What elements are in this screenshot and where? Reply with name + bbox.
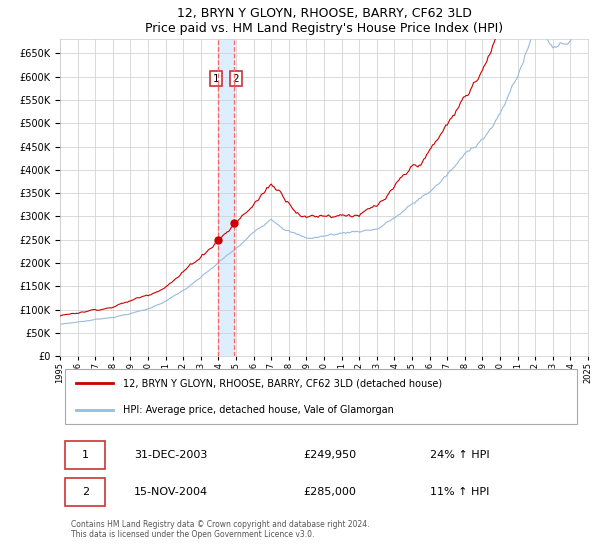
Text: 12, BRYN Y GLOYN, RHOOSE, BARRY, CF62 3LD (detached house): 12, BRYN Y GLOYN, RHOOSE, BARRY, CF62 3L… — [124, 378, 442, 388]
Title: 12, BRYN Y GLOYN, RHOOSE, BARRY, CF62 3LD
Price paid vs. HM Land Registry's Hous: 12, BRYN Y GLOYN, RHOOSE, BARRY, CF62 3L… — [145, 7, 503, 35]
Text: 2: 2 — [82, 487, 89, 497]
Text: £285,000: £285,000 — [303, 487, 356, 497]
Bar — [218, 39, 234, 357]
Text: 1: 1 — [213, 74, 220, 84]
Text: Contains HM Land Registry data © Crown copyright and database right 2024.
This d: Contains HM Land Registry data © Crown c… — [71, 520, 369, 539]
Text: 2: 2 — [233, 74, 239, 84]
Text: 31-DEC-2003: 31-DEC-2003 — [134, 450, 207, 460]
Text: 15-NOV-2004: 15-NOV-2004 — [134, 487, 208, 497]
FancyBboxPatch shape — [65, 478, 105, 506]
Text: £249,950: £249,950 — [303, 450, 356, 460]
Text: 24% ↑ HPI: 24% ↑ HPI — [430, 450, 489, 460]
FancyBboxPatch shape — [65, 441, 105, 469]
Text: HPI: Average price, detached house, Vale of Glamorgan: HPI: Average price, detached house, Vale… — [124, 405, 394, 415]
Text: 11% ↑ HPI: 11% ↑ HPI — [430, 487, 489, 497]
Text: 1: 1 — [82, 450, 89, 460]
